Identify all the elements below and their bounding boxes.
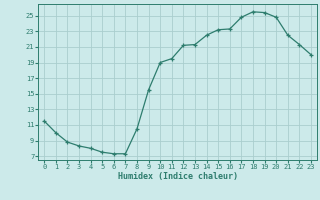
X-axis label: Humidex (Indice chaleur): Humidex (Indice chaleur) bbox=[118, 172, 238, 181]
